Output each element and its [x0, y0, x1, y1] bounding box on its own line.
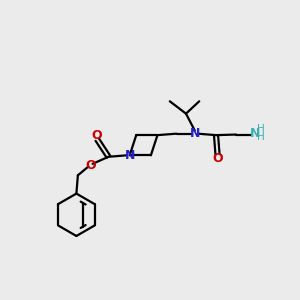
Text: H: H: [257, 124, 265, 134]
Text: N: N: [190, 127, 200, 140]
Text: O: O: [212, 152, 223, 165]
Text: N: N: [250, 127, 260, 140]
Text: H: H: [257, 133, 265, 142]
Text: N: N: [124, 149, 135, 162]
Text: O: O: [85, 158, 95, 172]
Text: O: O: [92, 129, 102, 142]
